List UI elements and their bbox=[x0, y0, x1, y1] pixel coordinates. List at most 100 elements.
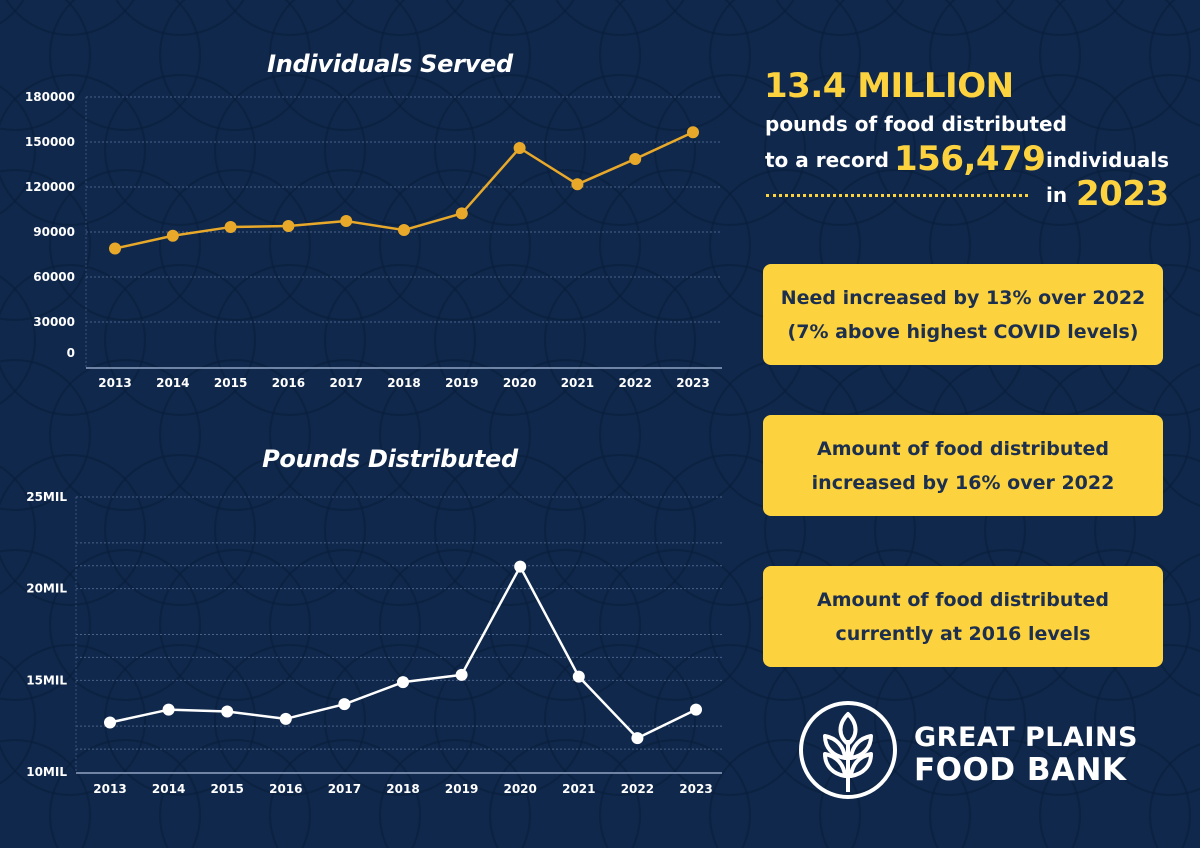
data-point bbox=[687, 126, 699, 139]
pattern-circle bbox=[555, 0, 685, 36]
pattern-circle bbox=[445, 0, 575, 36]
pattern-circle bbox=[434, 264, 586, 416]
callout-line: increased by 16% over 2022 bbox=[811, 471, 1115, 494]
y-tick-label: 120000 bbox=[25, 180, 75, 194]
x-tick-label: 2020 bbox=[503, 376, 536, 390]
pattern-circle bbox=[764, 74, 916, 226]
logo-text: GREAT PLAINS FOOD BANK bbox=[914, 722, 1138, 786]
pattern-circle bbox=[379, 359, 531, 511]
data-point bbox=[162, 703, 175, 716]
pattern-circle bbox=[159, 359, 311, 511]
y-tick-label: 10MIL bbox=[26, 765, 67, 779]
pattern-circle bbox=[0, 359, 91, 511]
data-point bbox=[221, 705, 234, 718]
pattern-circle bbox=[1094, 454, 1200, 606]
pattern-circle bbox=[599, 359, 751, 511]
x-tick-label: 2023 bbox=[676, 376, 709, 390]
pattern-circle bbox=[709, 0, 861, 131]
x-tick-label: 2014 bbox=[152, 782, 185, 796]
pattern-circle bbox=[1105, 0, 1200, 36]
pattern-circle bbox=[269, 0, 421, 131]
headline-line2-suffix: individuals bbox=[1046, 148, 1169, 172]
pattern-circle bbox=[0, 549, 91, 701]
x-tick-label: 2015 bbox=[210, 782, 243, 796]
pattern-circle bbox=[0, 454, 146, 606]
logo bbox=[799, 701, 897, 799]
pattern-circle bbox=[379, 549, 531, 701]
pattern-circle bbox=[885, 0, 1015, 36]
data-point bbox=[690, 703, 702, 716]
pattern-circle bbox=[1149, 743, 1200, 848]
x-tick-label: 2016 bbox=[272, 376, 305, 390]
headline-line3-prefix: in bbox=[1046, 183, 1068, 207]
pattern-circle bbox=[225, 0, 355, 36]
x-tick-label: 2021 bbox=[562, 782, 595, 796]
y-tick-label: 60000 bbox=[33, 270, 75, 284]
chart-title-individuals-served: Individuals Served bbox=[267, 50, 513, 78]
pattern-circle bbox=[489, 359, 641, 511]
x-tick-label: 2018 bbox=[386, 782, 419, 796]
pattern-circle bbox=[819, 0, 971, 131]
pattern-circle bbox=[434, 74, 586, 226]
pattern-circle bbox=[0, 275, 36, 405]
x-tick-label: 2018 bbox=[387, 376, 420, 390]
pattern-circle bbox=[1149, 0, 1200, 127]
chart-individuals-served: 0 30000 60000 90000 120000 150000 180000 2013 20… bbox=[25, 90, 722, 390]
data-point bbox=[631, 732, 644, 745]
pattern-circle bbox=[49, 0, 201, 131]
data-point bbox=[455, 668, 468, 681]
callout-need-increase: Need increased by 13% over 2022 (7% abov… bbox=[763, 264, 1163, 365]
headline-year: 2023 bbox=[1076, 174, 1169, 214]
x-tick-label: 2017 bbox=[329, 376, 362, 390]
x-tick-label: 2016 bbox=[269, 782, 302, 796]
pattern-circle bbox=[1094, 74, 1200, 226]
data-point bbox=[224, 221, 237, 234]
y-tick-label: 90000 bbox=[33, 225, 75, 239]
headline-line2-prefix: to a record bbox=[765, 148, 889, 172]
pattern-circle bbox=[434, 454, 586, 606]
pattern-circle bbox=[1094, 644, 1200, 796]
pattern-circle bbox=[0, 655, 36, 785]
data-point bbox=[398, 224, 410, 237]
pattern-circle bbox=[214, 644, 366, 796]
pattern-circle bbox=[0, 0, 91, 131]
pattern-circle bbox=[544, 74, 696, 226]
pattern-circle bbox=[159, 0, 311, 131]
pattern-circle bbox=[104, 264, 256, 416]
pattern-circle bbox=[489, 169, 641, 321]
x-tick-label: 2022 bbox=[621, 782, 654, 796]
x-tick-label: 2017 bbox=[328, 782, 361, 796]
x-tick-label: 2022 bbox=[618, 376, 651, 390]
pattern-circle bbox=[599, 169, 751, 321]
callout-2016-levels: Amount of food distributed currently at … bbox=[763, 566, 1163, 667]
pattern-circle bbox=[0, 85, 36, 215]
pattern-circle bbox=[984, 74, 1136, 226]
pattern-circle bbox=[0, 644, 146, 796]
x-tick-label: 2013 bbox=[98, 376, 131, 390]
pattern-circle bbox=[269, 169, 421, 321]
data-point bbox=[572, 670, 585, 683]
pattern-circle bbox=[0, 169, 91, 321]
data-point bbox=[513, 142, 526, 154]
data-point bbox=[338, 698, 351, 711]
y-tick-label: 20MIL bbox=[26, 582, 67, 596]
pattern-circle bbox=[159, 549, 311, 701]
chart-pounds-distributed: 10MIL 15MIL 20MIL 25MIL 2013 2014 2015 2016 2017… bbox=[26, 490, 722, 796]
pattern-circle bbox=[709, 739, 861, 848]
data-point bbox=[340, 215, 353, 228]
pattern-circle bbox=[1039, 739, 1191, 848]
pattern-circle bbox=[874, 74, 1026, 226]
pattern-circle bbox=[434, 644, 586, 796]
pattern-circle bbox=[489, 0, 641, 131]
pattern-circle bbox=[324, 74, 476, 226]
x-tick-label: 2019 bbox=[445, 376, 478, 390]
callout-line: currently at 2016 levels bbox=[835, 622, 1091, 645]
pattern-circle bbox=[49, 549, 201, 701]
pattern-circle bbox=[1149, 173, 1200, 317]
pattern-circle bbox=[5, 0, 135, 36]
pattern-circle bbox=[599, 549, 751, 701]
x-tick-label: 2019 bbox=[445, 782, 478, 796]
y-tick-label: 150000 bbox=[25, 135, 75, 149]
pattern-circle bbox=[544, 264, 696, 416]
pattern-circle bbox=[995, 0, 1125, 36]
